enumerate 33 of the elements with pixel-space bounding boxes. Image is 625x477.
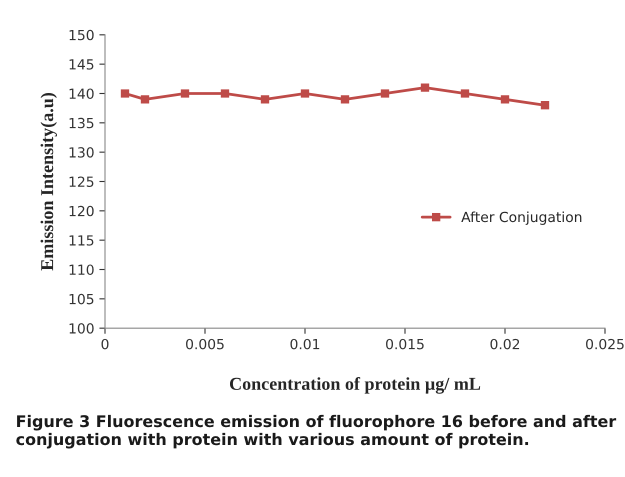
point xyxy=(260,95,270,104)
point xyxy=(180,89,190,98)
x-tick-label: 0.005 xyxy=(186,338,224,350)
point xyxy=(540,101,550,110)
y-tick-label: 150 xyxy=(70,30,94,40)
point xyxy=(380,89,390,98)
x-tick-label: 0 xyxy=(101,338,108,350)
point xyxy=(500,95,510,104)
y-tick-label: 110 xyxy=(70,264,94,275)
x-axis-title: Concentration of protein µg/ mL xyxy=(230,377,480,394)
x-tick-label: 0.02 xyxy=(490,338,520,350)
y-tick-label: 135 xyxy=(70,118,94,128)
point xyxy=(120,89,130,98)
y-tick-label: 115 xyxy=(70,235,94,246)
caption: Figure 3 Fluorescence emission of fluorophore 16 before and after conjugation with protein with various amount of protein. xyxy=(16,414,616,448)
y-tick-label: 125 xyxy=(70,176,94,187)
point xyxy=(340,95,350,104)
y-tick-label: 130 xyxy=(70,147,94,158)
y-tick-label: 105 xyxy=(70,294,94,304)
y-tick-label: 140 xyxy=(70,88,94,99)
y-tick-label: 120 xyxy=(70,206,94,216)
point xyxy=(420,83,430,92)
point xyxy=(300,89,310,98)
y-tick-label: 145 xyxy=(70,59,94,70)
y-axis-title: Emission Intensity(a.u) xyxy=(40,93,57,270)
x-tick-label: 0.015 xyxy=(386,338,424,350)
legend-label: After Conjugation xyxy=(461,211,582,225)
y-tick-label: 100 xyxy=(70,323,94,334)
point xyxy=(140,95,150,104)
point xyxy=(460,89,470,98)
point xyxy=(220,89,230,98)
x-tick-label: 0.01 xyxy=(290,338,320,350)
x-tick-label: 0.025 xyxy=(586,338,624,350)
